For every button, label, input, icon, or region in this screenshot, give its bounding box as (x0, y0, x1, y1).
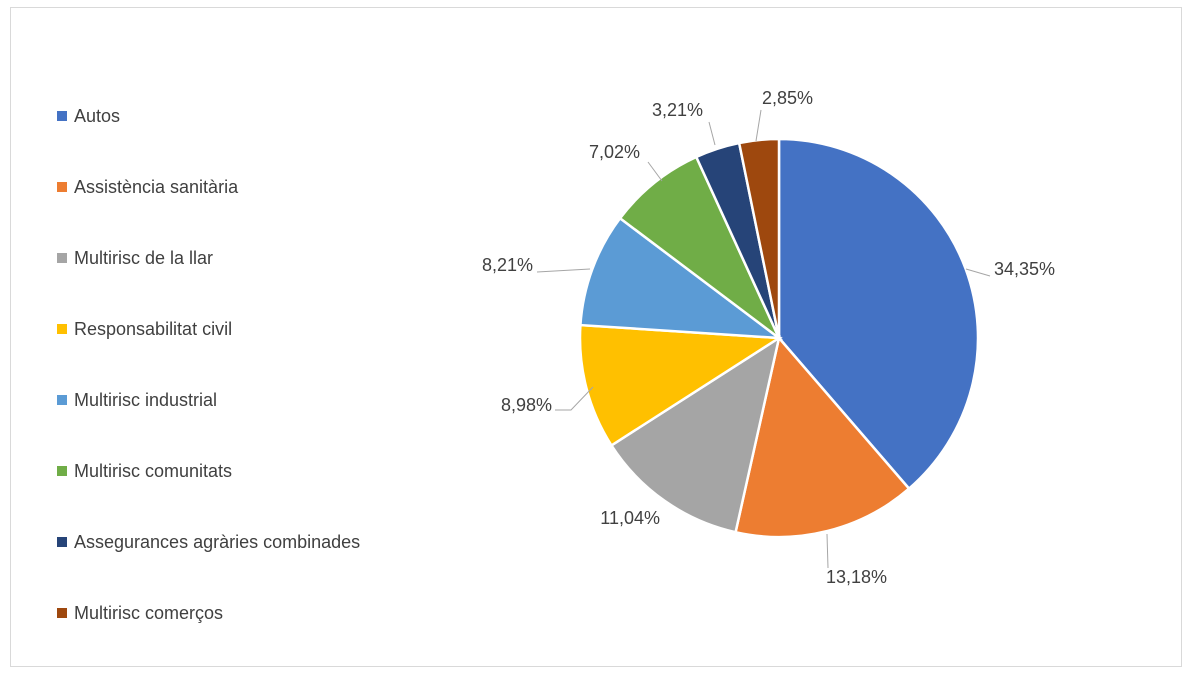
data-label: 34,35% (994, 259, 1055, 279)
legend-label: Multirisc comunitats (74, 460, 233, 481)
legend-item: Multirisc de la llar (57, 246, 213, 270)
legend-label: Assistència sanitària (74, 176, 239, 197)
data-label: 11,04% (600, 508, 660, 528)
legend-swatch (57, 182, 67, 192)
legend-item: Multirisc comerços (57, 601, 223, 625)
legend-swatch (57, 537, 67, 547)
data-label: 2,85% (762, 88, 813, 108)
pie-slice (734, 335, 911, 539)
data-label: 3,21% (652, 100, 703, 120)
pie-slice (618, 155, 781, 339)
legend-item: Assegurances agràries combinades (57, 530, 360, 554)
data-label: 8,21% (482, 255, 533, 275)
data-label: 13,18% (826, 567, 887, 587)
legend-label: Assegurances agràries combinades (74, 531, 361, 552)
legend-label: Multirisc industrial (74, 389, 218, 410)
legend-label: Multirisc comerços (74, 602, 224, 623)
legend-item: Multirisc comunitats (57, 459, 232, 483)
legend-swatch (57, 466, 67, 476)
legend-swatch (57, 395, 67, 405)
pie-slice (737, 137, 781, 339)
pie-slice (578, 323, 783, 448)
data-label: 7,02% (589, 142, 640, 162)
leader-line (555, 386, 594, 411)
legend-label: Multirisc de la llar (74, 247, 214, 268)
legend-item: Multirisc industrial (57, 388, 217, 412)
leader-line (536, 268, 591, 273)
pie-slice (609, 335, 781, 534)
leader-line (755, 109, 762, 142)
leader-line (647, 161, 663, 182)
legend-swatch (57, 253, 67, 263)
leader-line (965, 268, 991, 277)
legend-label: Autos (74, 105, 121, 126)
legend-label: Responsabilitat civil (74, 318, 233, 339)
pie-slice (579, 216, 784, 340)
leader-line (826, 533, 829, 569)
legend-item: Assistència sanitària (57, 175, 238, 199)
legend-swatch (57, 111, 67, 121)
legend-item: Responsabilitat civil (57, 317, 232, 341)
pie-slice (777, 137, 980, 491)
data-label: 8,98% (501, 395, 552, 415)
leader-line (708, 121, 716, 146)
legend-swatch (57, 608, 67, 618)
legend-swatch (57, 324, 67, 334)
legend-item: Autos (57, 104, 120, 128)
